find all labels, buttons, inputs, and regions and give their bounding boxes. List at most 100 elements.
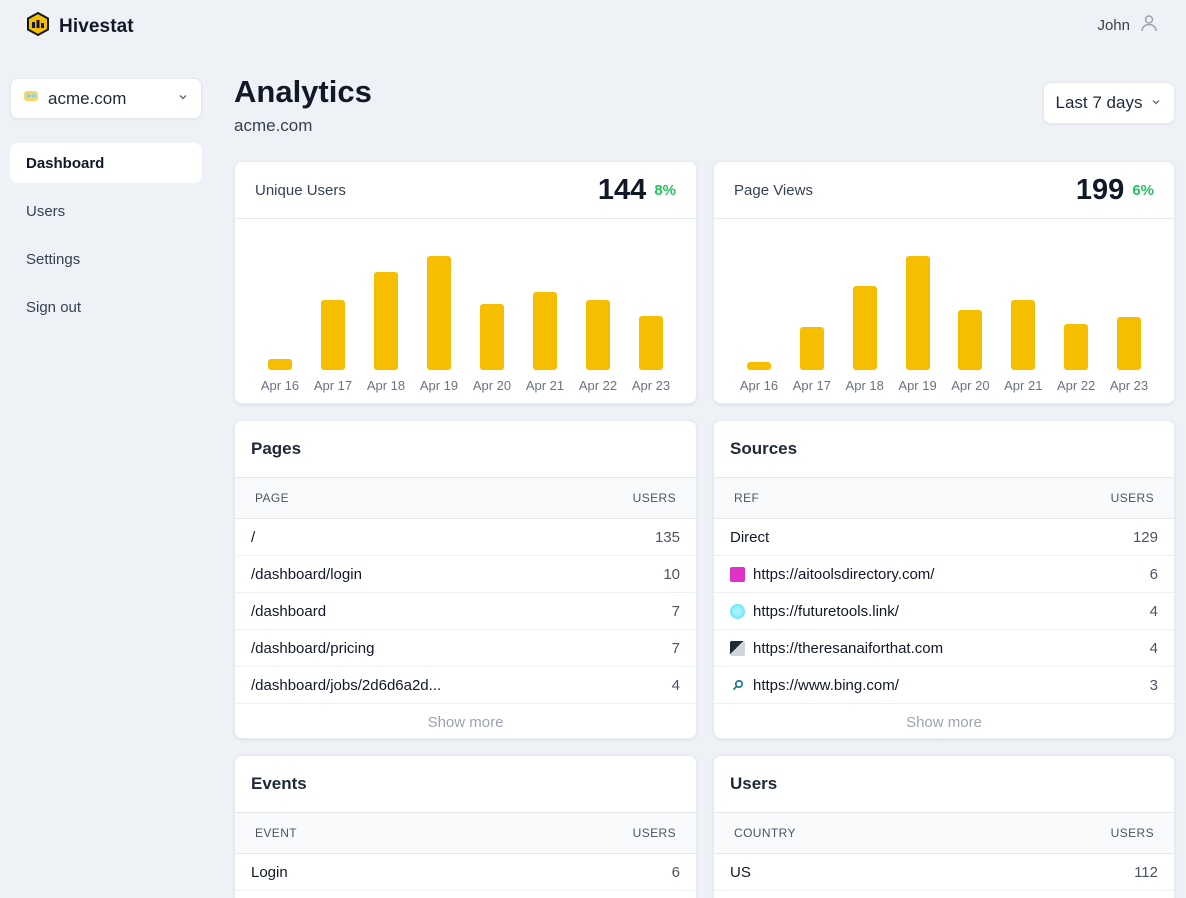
- metric-change: 6%: [1132, 181, 1154, 199]
- chart-bar[interactable]: [799, 326, 824, 370]
- x-axis-tick-label: Apr 17: [792, 378, 831, 393]
- row-value: 4: [1149, 602, 1158, 620]
- chart-bar[interactable]: [480, 304, 504, 370]
- row-label: /: [251, 528, 256, 546]
- events-card: Events EVENT USERS Login 6: [234, 755, 697, 898]
- table-row[interactable]: https://theresanaiforthat.com 4: [714, 630, 1174, 667]
- hive-logo-icon: [27, 11, 49, 41]
- row-label: /dashboard/pricing: [251, 639, 375, 657]
- row-label: Direct: [730, 528, 770, 546]
- x-axis-tick-label: Apr 21: [1004, 378, 1043, 393]
- row-value: 112: [1134, 863, 1158, 881]
- x-axis-tick-label: Apr 16: [260, 378, 300, 393]
- row-label: https://www.bing.com/: [753, 676, 899, 694]
- metric-change: 8%: [654, 181, 676, 199]
- sidebar: acme.com Dashboard Users Settings Sign o…: [10, 78, 202, 335]
- table-row[interactable]: https://www.bing.com/3: [714, 667, 1174, 704]
- table-row[interactable]: https://futuretools.link/4: [714, 593, 1174, 630]
- row-label: https://aitoolsdirectory.com/: [753, 565, 935, 583]
- chevron-down-icon: [177, 90, 189, 108]
- bar-chart: Apr 16 Apr 17 Apr 18 Apr 19 Apr 20 Apr 21 Apr …: [714, 219, 1174, 403]
- user-icon: [1140, 14, 1158, 36]
- sidebar-item-users[interactable]: Users: [26, 202, 66, 220]
- x-axis-tick-label: Apr 22: [1056, 378, 1096, 393]
- chart-bar[interactable]: [958, 310, 983, 370]
- x-axis-tick-label: Apr 16: [739, 378, 779, 393]
- theresanaiforthat-favicon-icon: [730, 640, 745, 656]
- x-axis-tick-label: Apr 21: [525, 378, 565, 393]
- row-label: /dashboard/jobs/2d6d6a2d...: [251, 676, 442, 694]
- chevron-down-icon: [1150, 93, 1162, 113]
- row-label: /dashboard/login: [251, 565, 362, 583]
- chart-bar[interactable]: [1064, 324, 1089, 370]
- table-row[interactable]: /dashboard 7: [235, 593, 696, 630]
- table-row[interactable]: https://aitoolsdirectory.com/6: [714, 556, 1174, 593]
- row-value: 3: [1149, 676, 1158, 694]
- table-row[interactable]: / 135: [235, 519, 696, 556]
- table-row[interactable]: Direct 129: [714, 519, 1174, 556]
- row-label: https://futuretools.link/: [753, 602, 899, 620]
- table-row[interactable]: Login 6: [235, 854, 696, 891]
- chart-bar[interactable]: [533, 292, 557, 370]
- column-header-users: USERS: [632, 826, 676, 840]
- users-card: Users COUNTRY USERS US 112: [713, 755, 1175, 898]
- sidebar-nav: Dashboard Users Settings Sign out: [10, 143, 202, 327]
- brand[interactable]: Hivestat: [27, 11, 134, 41]
- row-value: 129: [1132, 528, 1158, 546]
- show-more-button[interactable]: Show more: [427, 713, 504, 731]
- x-axis-tick-label: Apr 17: [313, 378, 353, 393]
- date-range-select[interactable]: Last 7 days: [1043, 82, 1175, 124]
- x-axis-tick-label: Apr 23: [1109, 378, 1149, 393]
- column-header-country: COUNTRY: [734, 826, 796, 840]
- metric-label: Page Views: [734, 181, 813, 199]
- table-row[interactable]: US 112: [714, 854, 1174, 891]
- sidebar-item-sign-out[interactable]: Sign out: [26, 298, 82, 316]
- row-value: 4: [671, 676, 680, 694]
- metric-value: 144: [597, 173, 647, 206]
- metric-value: 199: [1075, 173, 1125, 206]
- x-axis-tick-label: Apr 20: [472, 378, 512, 393]
- row-value: 6: [1149, 565, 1158, 583]
- row-value: 7: [671, 602, 680, 620]
- sidebar-item-settings[interactable]: Settings: [26, 250, 81, 268]
- x-axis-tick-label: Apr 22: [578, 378, 618, 393]
- chart-bar[interactable]: [321, 300, 345, 370]
- table-header: PAGE USERS: [235, 478, 696, 519]
- table-header: REF USERS: [714, 478, 1174, 519]
- chart-bar[interactable]: [1011, 300, 1036, 370]
- chart-bar[interactable]: [747, 361, 771, 370]
- metric-label: Unique Users: [255, 181, 346, 199]
- card-title: Events: [235, 756, 696, 813]
- show-more-button[interactable]: Show more: [906, 713, 982, 731]
- table-row[interactable]: /dashboard/pricing 7: [235, 630, 696, 667]
- row-value: 10: [663, 565, 680, 583]
- date-range-value: Last 7 days: [1055, 93, 1143, 112]
- chart-bar[interactable]: [1117, 317, 1141, 370]
- column-header-ref: REF: [734, 491, 760, 505]
- x-axis-tick-label: Apr 19: [419, 378, 459, 393]
- row-label: https://theresanaiforthat.com: [753, 639, 944, 657]
- row-value: 6: [671, 863, 680, 881]
- chart-bar[interactable]: [905, 256, 930, 370]
- metric-card-unique-users: Unique Users 144 8% Apr 16 Apr 17 Apr 18 Ap…: [234, 161, 697, 404]
- chart-bar[interactable]: [427, 256, 451, 370]
- chart-bar[interactable]: [639, 316, 663, 370]
- column-header-users: USERS: [632, 491, 676, 505]
- row-value: 7: [671, 639, 680, 657]
- sidebar-item-dashboard[interactable]: Dashboard: [10, 143, 202, 183]
- site-select[interactable]: acme.com: [10, 78, 202, 119]
- row-value: 4: [1149, 639, 1158, 657]
- chart-bar[interactable]: [852, 286, 877, 370]
- chart-bar[interactable]: [374, 271, 398, 370]
- chart-bar[interactable]: [268, 359, 292, 370]
- top-bar: Hivestat John: [0, 0, 1186, 50]
- site-select-value: acme.com: [48, 88, 127, 108]
- table-header: EVENT USERS: [235, 813, 696, 854]
- user-menu[interactable]: John: [1097, 14, 1158, 36]
- chart-bar[interactable]: [586, 300, 610, 370]
- table-row[interactable]: /dashboard/login 10: [235, 556, 696, 593]
- aitoolsdirectory-favicon-icon: [730, 566, 745, 582]
- table-row[interactable]: /dashboard/jobs/2d6d6a2d... 4: [235, 667, 696, 704]
- card-title: Users: [714, 756, 1174, 813]
- column-header-event: EVENT: [255, 826, 298, 840]
